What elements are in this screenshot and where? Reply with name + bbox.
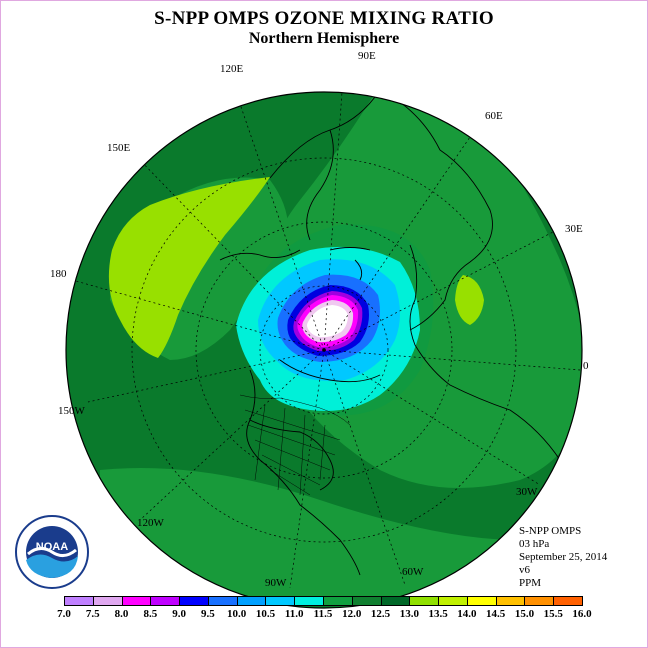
info-units: PPM — [519, 577, 542, 589]
colorbar-swatch — [236, 596, 267, 606]
political-borders — [239, 394, 351, 496]
colorbar-tick-label: 15.0 — [514, 608, 535, 620]
lon-label-120e: 120E — [220, 63, 244, 75]
noaa-logo: NOAA — [15, 515, 89, 589]
colorbar-swatch — [495, 596, 526, 606]
colorbar-tick-label: 7.5 — [85, 608, 100, 620]
hemisphere-boundary — [65, 91, 583, 609]
info-version: v6 — [519, 564, 530, 576]
info-date: September 25, 2014 — [519, 551, 608, 563]
colorbar-swatch — [265, 596, 296, 606]
colorbar-swatch — [179, 596, 209, 606]
info-instrument: S-NPP OMPS — [519, 525, 582, 537]
lon-label-30e: 30E — [565, 223, 583, 235]
lon-label-90w: 90W — [265, 577, 287, 589]
lon-label-90e: 90E — [358, 50, 376, 62]
colorbar-tick-label: 13.5 — [428, 608, 448, 620]
colorbar-tick-label: 16.0 — [572, 608, 592, 620]
colorbar-swatch — [409, 596, 440, 606]
ozone-region-12-5-east — [455, 275, 484, 325]
colorbar-tick-label: 11.5 — [313, 608, 333, 620]
colorbar-tick-label: 12.5 — [370, 608, 391, 620]
coastlines — [219, 92, 561, 576]
colorbar-tick-label: 10.5 — [255, 608, 276, 620]
noaa-logo-text: NOAA — [36, 541, 68, 553]
colorbar-swatch — [351, 596, 382, 606]
colorbar-tick-label: 9.5 — [201, 608, 215, 620]
colorbar-tick-label: 8.5 — [143, 608, 158, 620]
colorbar-swatch — [294, 596, 324, 606]
colorbar-tick-label: 13.0 — [399, 608, 419, 620]
graticule — [71, 92, 581, 589]
colorbar-swatch — [64, 596, 94, 606]
colorbar-swatch — [150, 596, 181, 606]
map-title: S-NPP OMPS OZONE MIXING RATIO — [154, 8, 494, 29]
colorbar-tick-label: 14.5 — [486, 608, 506, 620]
colorbar-swatch — [380, 596, 411, 606]
colorbar-tick-label: 9.0 — [172, 608, 186, 620]
colorbar-swatch — [524, 596, 555, 606]
lon-label-60e: 60E — [485, 110, 503, 122]
colorbar-tick-label: 10.0 — [227, 608, 247, 620]
ozone-region-12-bottom — [100, 468, 560, 600]
lon-label-30w: 30W — [516, 486, 538, 498]
colorbar-tick-label: 14.0 — [457, 608, 477, 620]
colorbar-tick-label: 15.5 — [543, 608, 563, 620]
lon-label-150e: 150E — [107, 142, 131, 154]
colorbar-tick-label: 11.0 — [284, 608, 304, 620]
colorbar-tick-label: 12.0 — [342, 608, 362, 620]
colorbar-tick-label: 7.0 — [57, 608, 71, 620]
colorbar-swatch — [207, 596, 238, 606]
colorbar-tick-label: 8.0 — [114, 608, 129, 620]
lon-label-180: 180 — [50, 268, 67, 280]
info-level: 03 hPa — [519, 538, 550, 550]
colorbar-swatch — [466, 596, 497, 606]
lon-label-150w: 150W — [58, 405, 85, 417]
map-subtitle: Northern Hemisphere — [248, 30, 400, 47]
colorbar-swatch — [323, 596, 353, 606]
colorbar-swatch — [553, 596, 583, 606]
lon-label-0: 0 — [583, 360, 589, 372]
lon-label-60w: 60W — [402, 566, 424, 578]
ozone-region-12-5-west — [108, 177, 270, 358]
colorbar-swatch — [92, 596, 123, 606]
colorbar-swatch — [438, 596, 468, 606]
ozone-region-core — [307, 305, 348, 338]
lon-label-120w: 120W — [137, 517, 164, 529]
colorbar-swatch — [121, 596, 152, 606]
info-block: S-NPP OMPS 03 hPa September 25, 2014 v6 … — [519, 525, 607, 590]
